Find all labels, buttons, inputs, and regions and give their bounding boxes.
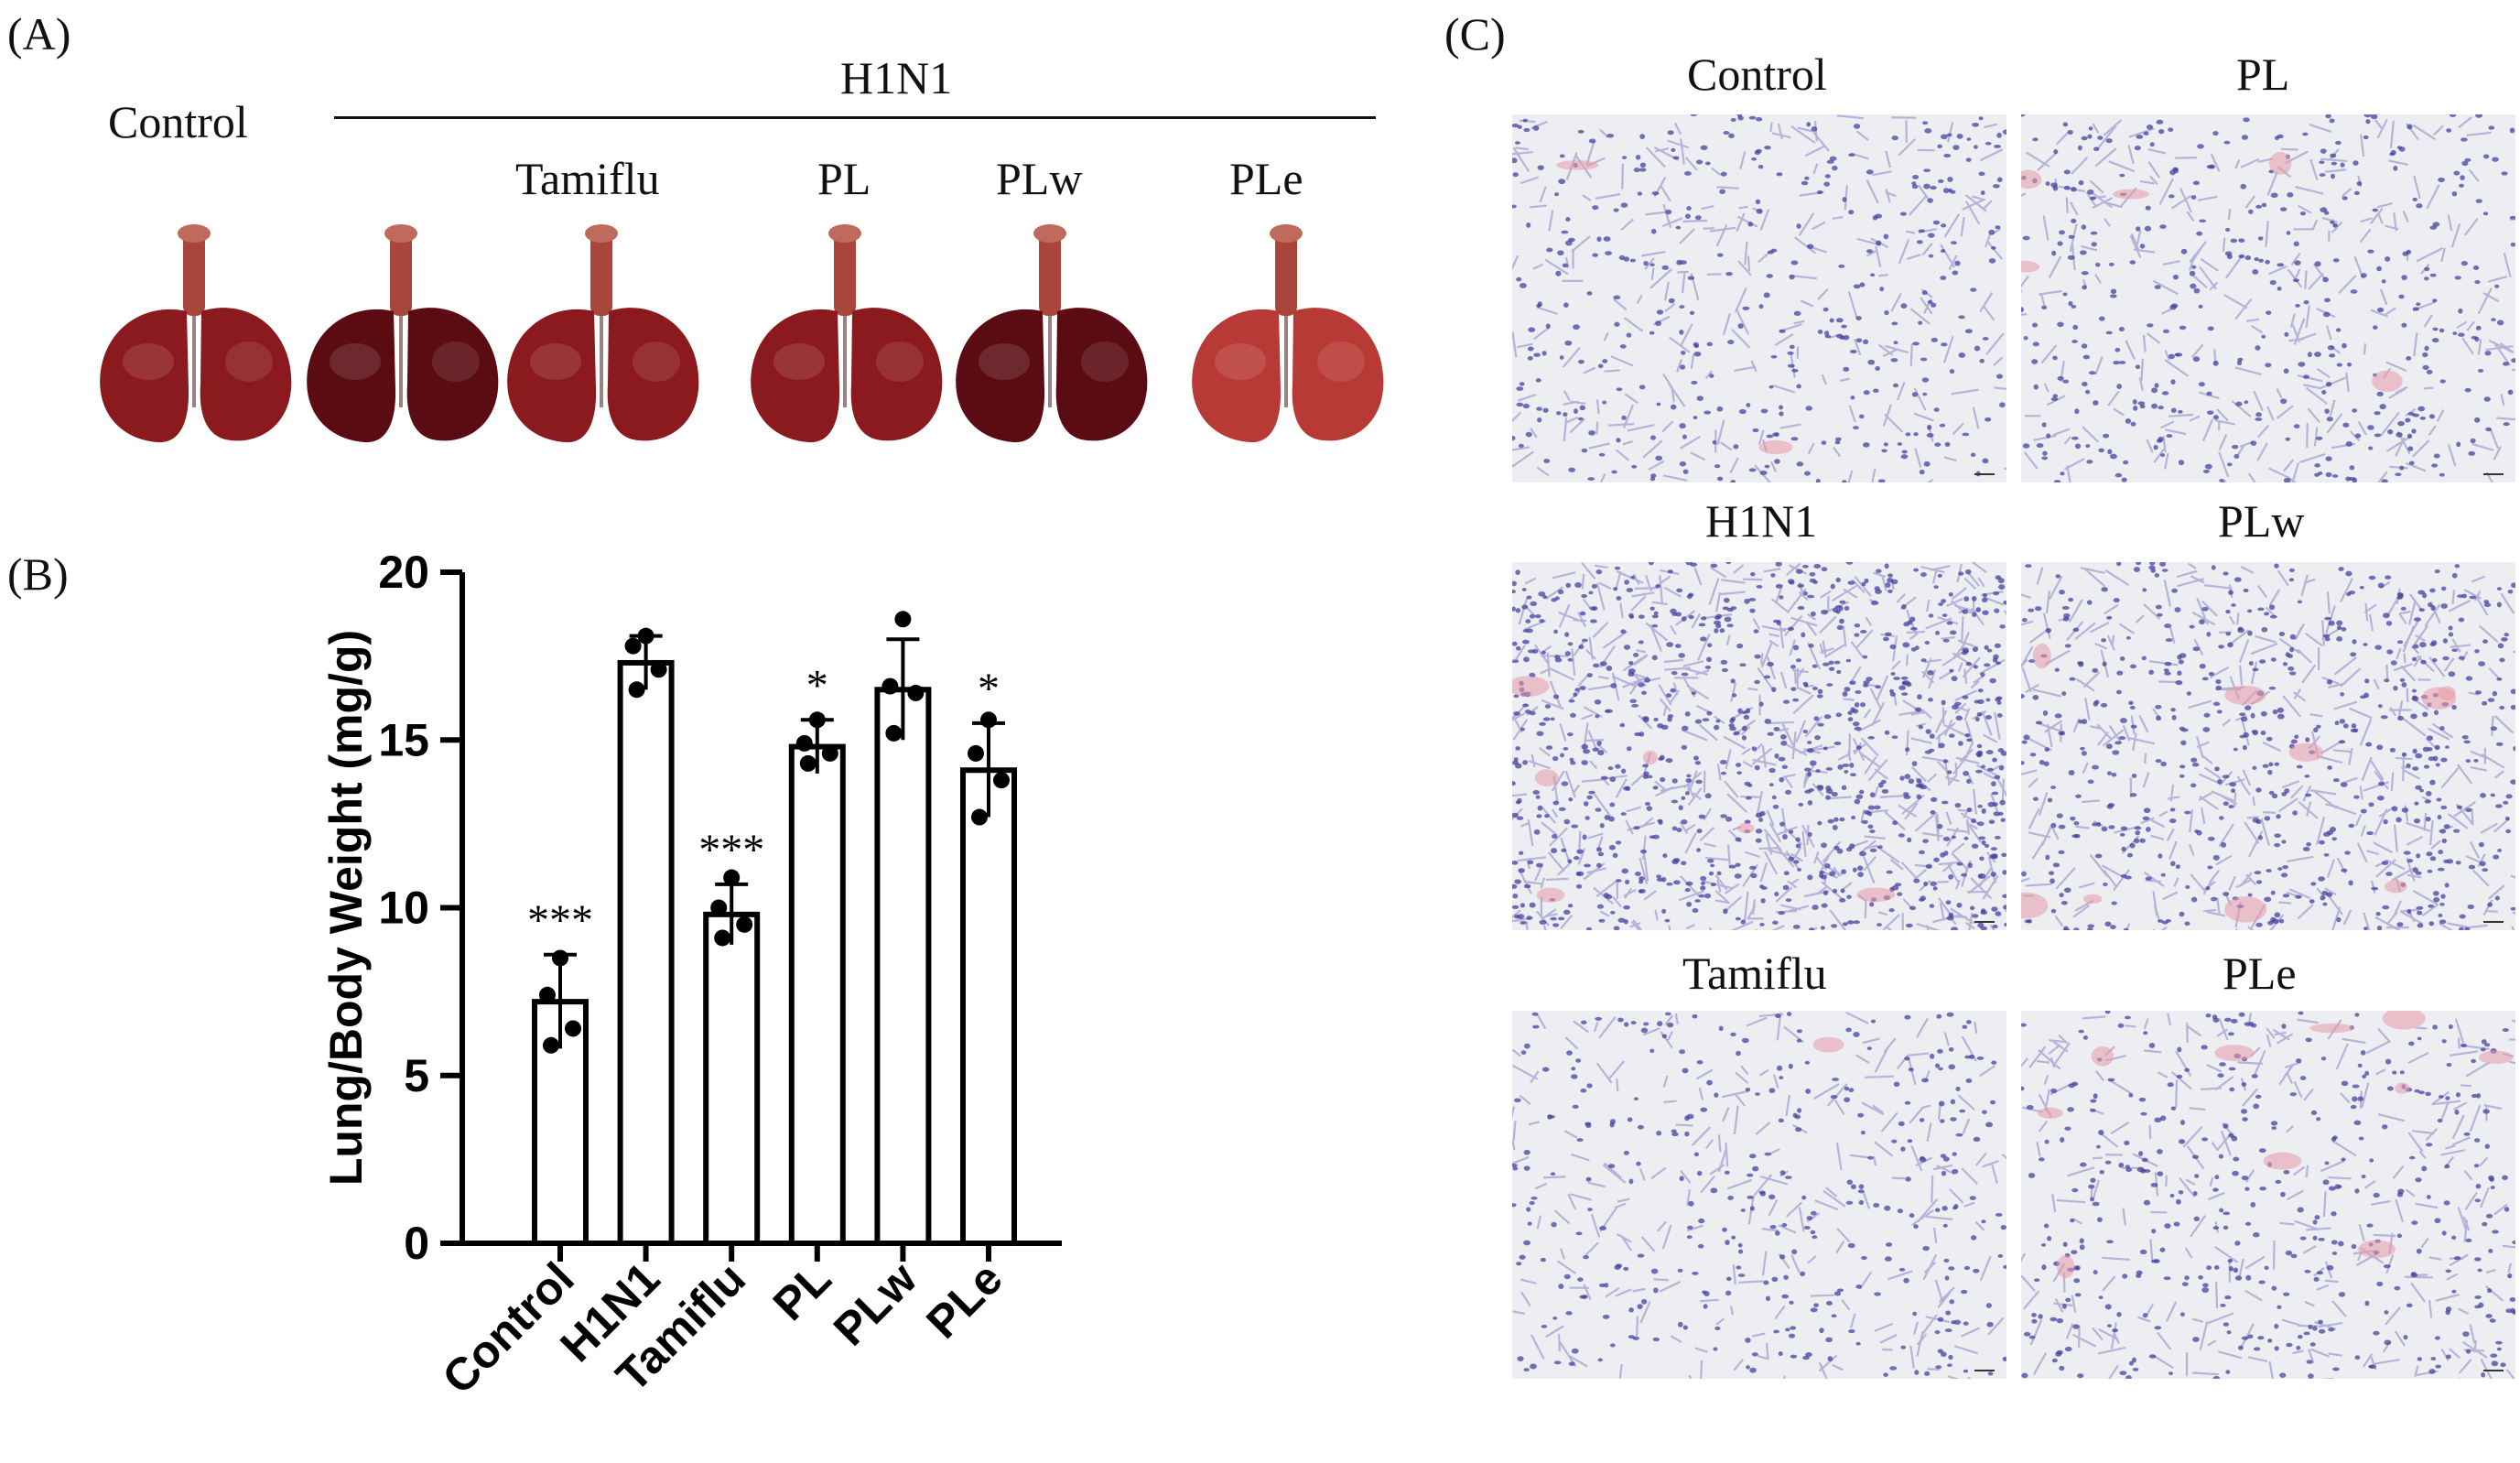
histology-image-h1n1: [1512, 562, 2006, 930]
h1n1-group-header: H1N1: [840, 52, 953, 103]
histo-label-plw: PLw: [2218, 495, 2305, 547]
histo-label-control: Control: [1687, 49, 1827, 100]
lung-photo-ple: [1192, 224, 1384, 443]
panel-a-letter: (A): [7, 8, 71, 60]
lung-label-ple: PLe: [1229, 153, 1303, 204]
lung-label-tamiflu: Tamiflu: [515, 153, 660, 204]
histology-image-control: [1512, 114, 2006, 482]
h1n1-group-line: [334, 116, 1376, 119]
histology-image-ple: [2021, 1011, 2515, 1379]
panel-c-letter: (C): [1444, 8, 1506, 60]
lung-label-plw: PLw: [996, 153, 1083, 204]
lung-label-pl: PL: [817, 153, 871, 204]
lung-photo-h1n1: [307, 224, 499, 443]
lung-label-control: Control: [108, 96, 248, 147]
histo-label-ple: PLe: [2223, 948, 2297, 999]
histology-image-pl: [2021, 114, 2515, 482]
histology-image-plw: [2021, 562, 2515, 930]
lung-photo-pl: [751, 224, 943, 443]
lung-photo-control: [100, 224, 292, 443]
histology-image-tamiflu: [1512, 1011, 2006, 1379]
lung-photo-plw: [956, 224, 1148, 443]
histo-label-h1n1: H1N1: [1705, 495, 1818, 547]
histo-label-tamiflu: Tamiflu: [1682, 948, 1827, 999]
histo-label-pl: PL: [2236, 49, 2290, 100]
lung-photo-tamiflu: [507, 224, 699, 443]
